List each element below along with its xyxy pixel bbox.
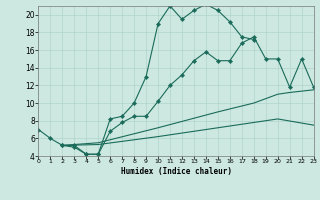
- X-axis label: Humidex (Indice chaleur): Humidex (Indice chaleur): [121, 167, 231, 176]
